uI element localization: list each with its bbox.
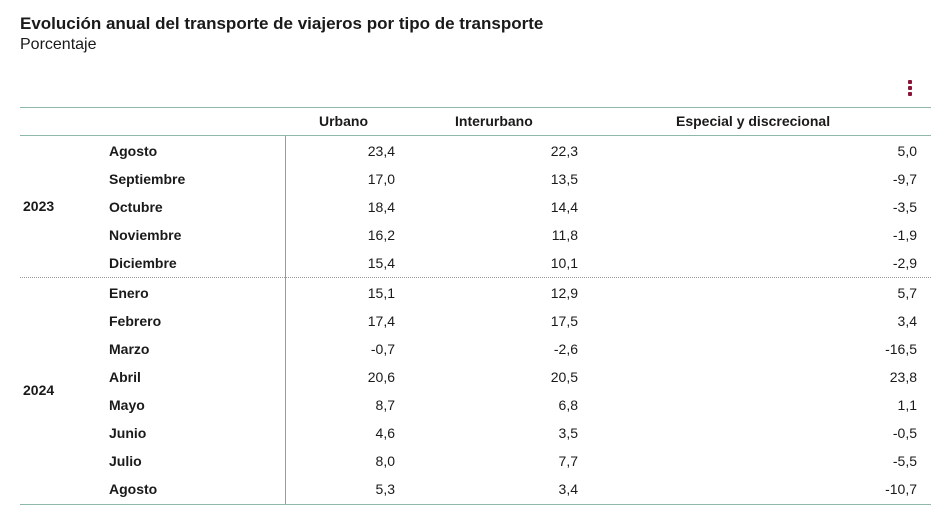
cell-especial: 5,0	[897, 143, 917, 159]
column-header-interurbano: Interurbano	[455, 113, 533, 129]
column-divider	[285, 136, 286, 504]
cell-interurbano: 7,7	[558, 453, 578, 469]
cell-urbano: 23,4	[367, 143, 395, 159]
table-row: Noviembre 16,2 11,8 -1,9	[20, 220, 931, 248]
row-label-month: Enero	[109, 285, 149, 301]
cell-urbano: 17,0	[367, 171, 395, 187]
cell-interurbano: 6,8	[558, 397, 578, 413]
table-row: Julio 8,0 7,7 -5,5	[20, 446, 931, 474]
row-label-month: Noviembre	[109, 227, 182, 243]
table-row: Enero 15,1 12,9 5,7	[20, 278, 931, 306]
cell-especial: 23,8	[889, 369, 917, 385]
cell-especial: 5,7	[897, 285, 917, 301]
cell-urbano: 4,6	[375, 425, 395, 441]
table-row: Diciembre 15,4 10,1 -2,9	[20, 248, 931, 276]
cell-interurbano: 22,3	[550, 143, 578, 159]
row-label-month: Septiembre	[109, 171, 186, 187]
table-row: Agosto 23,4 22,3 5,0	[20, 136, 931, 164]
table-row: Junio 4,6 3,5 -0,5	[20, 418, 931, 446]
row-group-year: 2024	[23, 382, 55, 398]
cell-especial: -5,5	[892, 453, 917, 469]
cell-urbano: 16,2	[367, 227, 395, 243]
cell-especial: -9,7	[892, 171, 917, 187]
table-row: Mayo 8,7 6,8 1,1	[20, 390, 931, 418]
row-group-year: 2023	[23, 198, 55, 214]
cell-interurbano: 17,5	[550, 313, 578, 329]
cell-urbano: 8,7	[375, 397, 395, 413]
row-label-month: Julio	[109, 453, 142, 469]
cell-especial: -3,5	[892, 199, 917, 215]
cell-especial: -0,5	[892, 425, 917, 441]
row-label-month: Octubre	[109, 199, 163, 215]
row-label-month: Junio	[109, 425, 147, 441]
row-label-month: Marzo	[109, 341, 150, 357]
cell-especial: -2,9	[892, 255, 917, 271]
header-bottom-rule	[20, 135, 931, 136]
menu-dot	[908, 86, 912, 90]
cell-especial: 1,1	[897, 397, 917, 413]
cell-urbano: -0,7	[370, 341, 395, 357]
cell-urbano: 20,6	[367, 369, 395, 385]
cell-interurbano: 12,9	[550, 285, 578, 301]
row-label-month: Agosto	[109, 143, 158, 159]
table-row: Marzo -0,7 -2,6 -16,5	[20, 334, 931, 362]
cell-urbano: 8,0	[375, 453, 395, 469]
cell-especial: -1,9	[892, 227, 917, 243]
row-label-month: Diciembre	[109, 255, 177, 271]
chart-title: Evolución anual del transporte de viajer…	[20, 14, 544, 33]
chart-subtitle: Porcentaje	[20, 36, 97, 53]
cell-interurbano: 13,5	[550, 171, 578, 187]
cell-especial: -10,7	[885, 481, 917, 497]
table-bottom-rule	[20, 504, 931, 505]
menu-dot	[908, 92, 912, 96]
cell-interurbano: 3,4	[558, 481, 578, 497]
cell-urbano: 18,4	[367, 199, 395, 215]
column-header-urbano: Urbano	[319, 113, 368, 129]
row-label-month: Mayo	[109, 397, 145, 413]
cell-interurbano: 11,8	[551, 227, 578, 243]
group-separator	[20, 277, 931, 278]
table-row: Octubre 18,4 14,4 -3,5	[20, 192, 931, 220]
cell-urbano: 15,4	[367, 255, 395, 271]
cell-interurbano: 10,1	[550, 255, 578, 271]
cell-urbano: 5,3	[375, 481, 395, 497]
column-header-especial: Especial y discrecional	[676, 113, 831, 129]
cell-urbano: 17,4	[367, 313, 395, 329]
cell-especial: 3,4	[897, 313, 917, 329]
menu-dot	[908, 80, 912, 84]
cell-interurbano: 3,5	[558, 425, 578, 441]
vertical-ellipsis-icon[interactable]	[903, 79, 917, 99]
cell-interurbano: -2,6	[553, 341, 578, 357]
table-row: Febrero 17,4 17,5 3,4	[20, 306, 931, 334]
table-row: Abril 20,6 20,5 23,8	[20, 362, 931, 390]
row-label-month: Abril	[109, 369, 141, 385]
row-label-month: Agosto	[109, 481, 158, 497]
row-label-month: Febrero	[109, 313, 162, 329]
cell-urbano: 15,1	[367, 285, 395, 301]
cell-especial: -16,5	[885, 341, 917, 357]
table-row: Agosto 5,3 3,4 -10,7	[20, 474, 931, 502]
table-row: Septiembre 17,0 13,5 -9,7	[20, 164, 931, 192]
cell-interurbano: 20,5	[550, 369, 578, 385]
table-top-rule	[20, 107, 931, 108]
cell-interurbano: 14,4	[550, 199, 578, 215]
